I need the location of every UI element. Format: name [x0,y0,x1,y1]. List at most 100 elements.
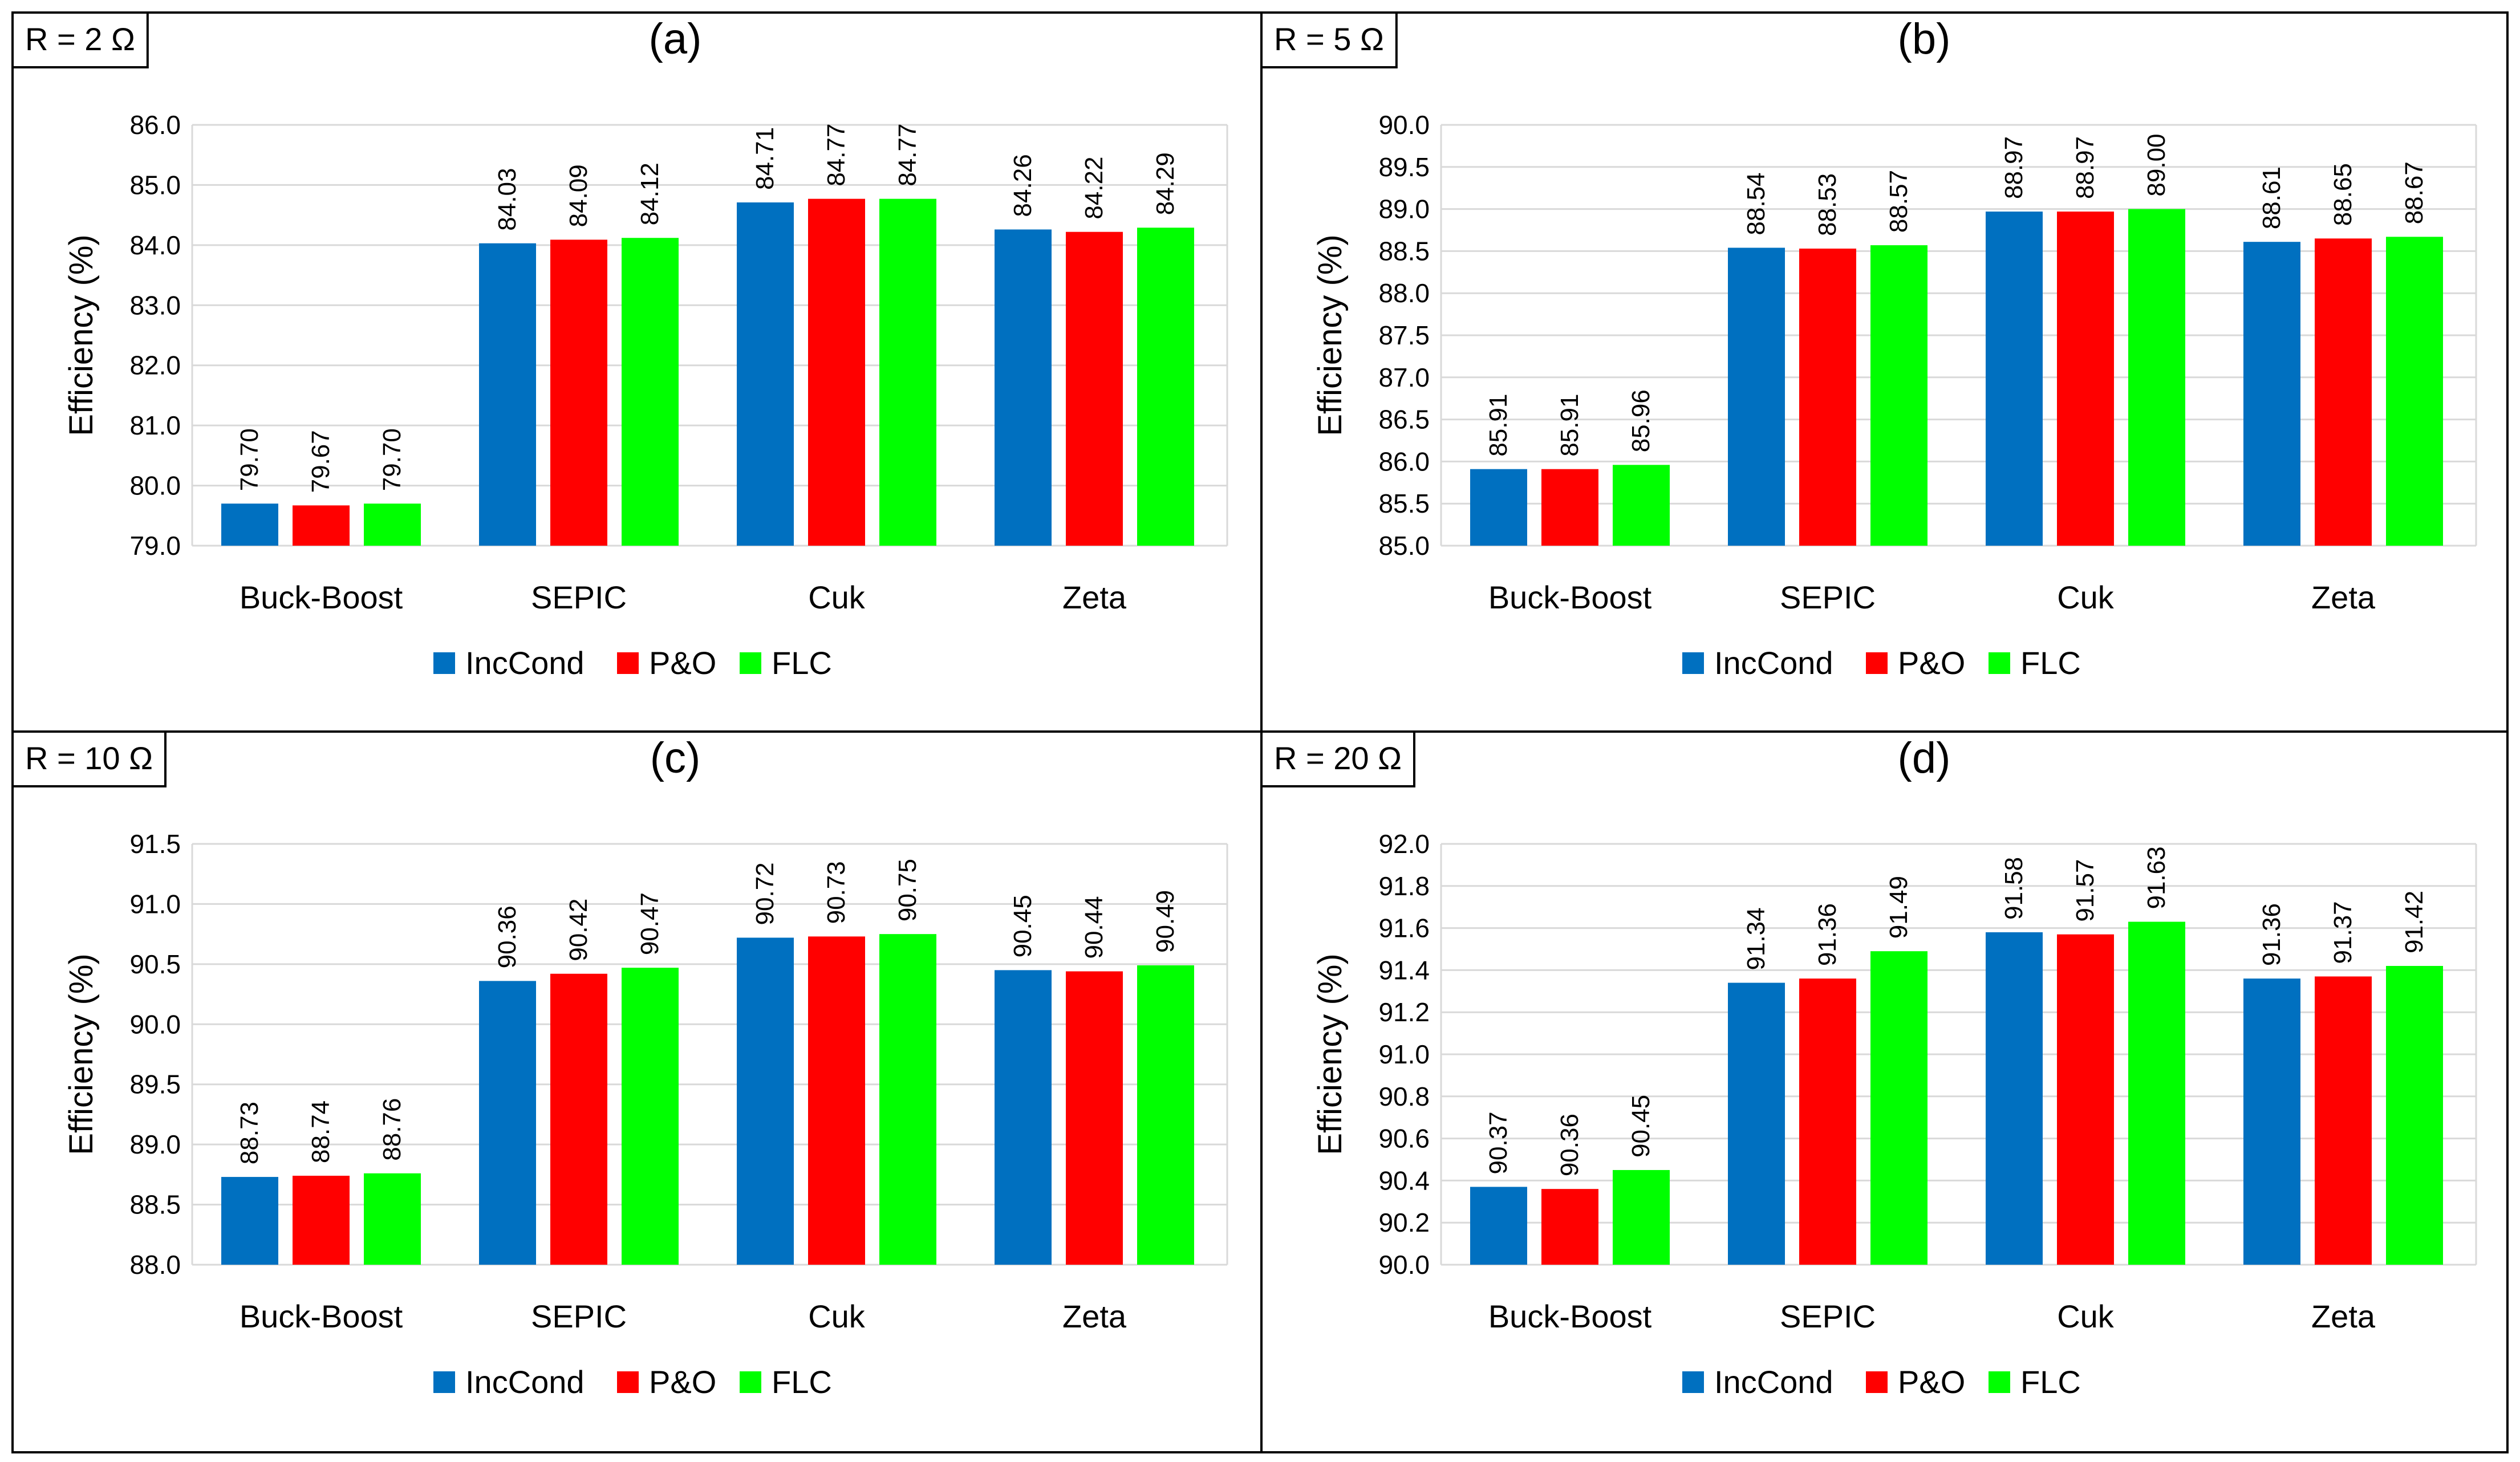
legend-entry: FLC [772,645,832,681]
bar-flc [1613,1169,1670,1265]
resistance-tag: R = 20 Ω [1274,740,1402,776]
panel-label: (a) [649,15,702,63]
legend-swatch [433,652,455,674]
chart-panel-b: R = 5 Ω (b) 85.0 85.5 86.0 86.5 87.0 87.5 88.0 88… [1260,11,2477,681]
bar-inccond [221,503,278,546]
data-label: 91.63 [2142,846,2170,909]
category-label: Cuk [2057,1298,2115,1334]
bar-inccond [1728,982,1785,1265]
bar-flc [879,934,936,1265]
legend-swatch [740,1371,761,1393]
bar-flc [2386,966,2443,1265]
data-label: 91.37 [2329,901,2357,964]
resistance-tag-box [1260,730,1415,787]
y-tick-label: 91.4 [1378,955,1430,985]
y-tick-label: 83.0 [129,290,181,320]
y-tick-label: 85.5 [1378,489,1430,518]
bar-p-o [1066,232,1123,546]
legend-entry: FLC [2020,645,2081,681]
bar-flc [2128,921,2185,1265]
bar-flc [622,238,679,546]
chart-panel-d: R = 20 Ω (d) 90.0 90.2 90.4 90.6 90.8 91.0 91.2 9… [1260,730,2477,1400]
y-axis-label: Efficiency (%) [63,953,100,1155]
category-label: Zeta [1062,579,1127,615]
legend-swatch [617,1371,639,1393]
data-label: 79.70 [236,428,263,491]
data-label: 90.73 [822,861,850,924]
y-tick-label: 91.5 [129,829,181,859]
bar-inccond [479,243,536,546]
data-label: 91.36 [1813,903,1841,966]
bar-inccond [995,229,1052,546]
y-tick-label: 91.6 [1378,913,1430,943]
bar-p-o [808,936,865,1265]
data-label: 88.97 [2000,136,2028,199]
y-tick-label: 82.0 [129,351,181,380]
bar-flc [1137,228,1194,546]
y-tick-label: 90.4 [1378,1165,1430,1195]
data-label: 91.42 [2400,891,2428,953]
bar-inccond [1986,212,2043,546]
bar-flc [1870,951,1927,1265]
data-label: 91.57 [2071,859,2099,922]
y-tick-label: 86.0 [129,110,181,140]
category-label: Buck-Boost [240,579,403,615]
legend-swatch [433,1371,455,1393]
data-label: 90.42 [565,899,593,961]
data-label: 85.91 [1484,394,1512,457]
y-tick-label: 88.0 [129,1250,181,1280]
data-label: 91.49 [1885,876,1913,939]
bar-flc [2128,209,2185,546]
y-tick-label: 87.0 [1378,363,1430,392]
category-label: Zeta [2311,579,2376,615]
legend-swatch [1989,1371,2010,1393]
bar-p-o [2057,212,2114,546]
y-tick-label: 89.5 [129,1070,181,1099]
legend-swatch [1989,652,2010,674]
data-label: 84.77 [822,124,850,186]
data-label: 84.09 [565,164,593,227]
y-tick-label: 92.0 [1378,829,1430,859]
data-label: 90.75 [894,859,922,921]
data-label: 79.70 [378,428,406,491]
data-label: 88.74 [307,1100,335,1163]
y-tick-label: 85.0 [129,170,181,200]
bar-flc [1613,465,1670,546]
bar-inccond [2243,242,2300,546]
bar-inccond [1470,1187,1527,1265]
data-label: 90.37 [1484,1111,1512,1174]
y-tick-label: 91.2 [1378,997,1430,1027]
data-label: 90.47 [636,892,664,955]
y-tick-label: 80.0 [129,471,181,501]
data-label: 91.58 [2000,857,2028,920]
bar-p-o [1541,469,1598,546]
bar-p-o [293,505,350,546]
data-label: 84.03 [493,168,521,231]
panel-label: (c) [650,734,701,782]
legend-swatch [1866,1371,1888,1393]
legend-swatch [740,652,761,674]
category-label: Cuk [808,1298,866,1334]
bar-p-o [550,973,607,1265]
y-tick-label: 88.0 [1378,278,1430,308]
legend-entry: P&O [649,645,716,681]
y-axis-label: Efficiency (%) [63,234,100,436]
y-tick-label: 86.0 [1378,446,1430,476]
data-label: 91.34 [1742,907,1770,970]
category-label: Cuk [2057,579,2115,615]
legend-swatch [1682,652,1704,674]
y-tick-label: 89.0 [129,1130,181,1159]
data-label: 84.22 [1080,157,1108,220]
data-label: 91.36 [2258,903,2286,966]
bar-inccond [1728,247,1785,546]
data-label: 84.12 [636,163,664,225]
y-axis-label: Efficiency (%) [1312,953,1349,1155]
category-label: SEPIC [1780,1298,1876,1334]
bar-inccond [221,1177,278,1265]
y-tick-label: 89.5 [1378,152,1430,182]
bar-p-o [2315,238,2372,546]
y-tick-label: 85.0 [1378,531,1430,561]
bar-p-o [1541,1189,1598,1265]
y-tick-label: 84.0 [129,230,181,260]
data-label: 90.45 [1009,895,1037,957]
